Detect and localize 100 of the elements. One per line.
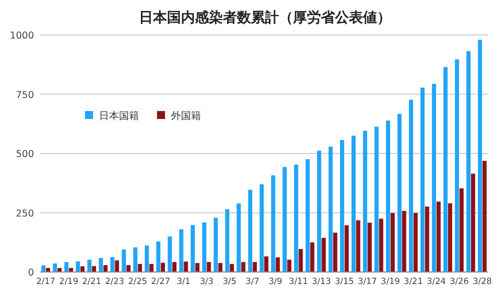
- x-tick-label: 3/1: [176, 277, 190, 287]
- bar: [260, 184, 264, 272]
- bar: [149, 264, 154, 272]
- bar: [344, 225, 349, 272]
- bar: [214, 218, 218, 272]
- bar: [87, 260, 92, 272]
- y-tick-label: 250: [16, 208, 34, 220]
- x-tick-label: 3/28: [472, 277, 492, 287]
- bar: [408, 100, 414, 272]
- x-tick-label: 2/19: [59, 277, 78, 287]
- bar: [195, 262, 200, 272]
- bar: [356, 220, 360, 272]
- x-tick-label: 2/17: [36, 277, 56, 287]
- bar: [466, 51, 471, 272]
- bar: [390, 212, 395, 272]
- bar: [363, 130, 368, 272]
- bar: [402, 210, 406, 272]
- bar: [374, 126, 379, 272]
- bar: [202, 222, 206, 272]
- bar: [478, 40, 482, 272]
- bar: [436, 202, 441, 272]
- bar: [252, 262, 257, 272]
- x-tick-label: 3/26: [450, 277, 469, 287]
- x-tick-label: 3/19: [380, 277, 400, 287]
- bar: [230, 264, 234, 272]
- bar: [432, 84, 436, 272]
- bar: [414, 212, 418, 272]
- x-tick-label: 3/9: [268, 277, 282, 287]
- bar: [322, 238, 326, 272]
- bar: [306, 159, 310, 272]
- bar: [138, 264, 142, 272]
- bar: [264, 256, 268, 272]
- bar: [386, 120, 390, 272]
- legend-label: 日本国籍: [99, 110, 139, 122]
- bar: [294, 164, 298, 272]
- bar: [340, 140, 344, 272]
- bar: [271, 175, 276, 272]
- y-tick-label: 1000: [10, 30, 34, 42]
- x-tick-label: 3/3: [200, 277, 214, 287]
- bar: [352, 136, 356, 272]
- bar: [206, 262, 211, 272]
- bar: [172, 262, 176, 272]
- x-tick-label: 2/27: [151, 277, 170, 287]
- bar: [218, 262, 222, 272]
- bar: [282, 167, 287, 272]
- bar: [122, 249, 126, 272]
- bar: [144, 245, 149, 272]
- bar: [276, 257, 280, 272]
- x-tick-label: 3/5: [222, 277, 236, 287]
- bar: [92, 266, 96, 272]
- y-tick-label: 500: [16, 149, 34, 160]
- bar: [225, 209, 230, 272]
- y-tick-label: 750: [16, 90, 34, 101]
- chart-title: 日本国内感染者数累計（厚労省公表値）: [139, 9, 391, 26]
- x-tick-label: 3/7: [246, 277, 260, 287]
- x-tick-label: 3/21: [404, 277, 423, 287]
- bar: [328, 146, 333, 272]
- bar: [287, 260, 292, 272]
- bar: [76, 261, 80, 272]
- bar: [471, 174, 476, 272]
- bar: [190, 225, 195, 272]
- bar: [241, 262, 246, 272]
- bar: [126, 265, 131, 272]
- bar: [179, 229, 184, 272]
- bar: [443, 66, 448, 272]
- bar: [168, 236, 172, 272]
- bar: [317, 150, 322, 272]
- bar: [460, 188, 464, 272]
- bar: [298, 249, 303, 272]
- bar: [184, 262, 188, 272]
- bar: [333, 232, 338, 272]
- x-tick-label: 2/23: [105, 277, 124, 287]
- bar: [397, 114, 402, 272]
- y-tick-label: 0: [28, 268, 34, 278]
- bar: [379, 218, 384, 272]
- x-tick-label: 2/21: [82, 277, 102, 287]
- bar: [368, 222, 372, 272]
- x-tick-label: 2/25: [128, 277, 148, 287]
- bar: [448, 203, 452, 272]
- bar: [248, 190, 252, 272]
- bar: [103, 265, 108, 272]
- x-tick-label: 3/15: [334, 277, 354, 287]
- bar: [236, 204, 241, 272]
- bar: [114, 260, 120, 272]
- bar: [454, 59, 460, 272]
- bar: [110, 257, 114, 272]
- x-tick-label: 3/24: [426, 277, 446, 287]
- x-tick-label: 3/13: [312, 277, 331, 287]
- legend-label: 外国籍: [171, 110, 201, 122]
- bar: [52, 263, 57, 272]
- bar: [425, 206, 430, 272]
- bar: [310, 242, 314, 272]
- bar: [98, 258, 103, 272]
- bar: [133, 247, 138, 272]
- bar: [156, 241, 160, 272]
- bar: [64, 262, 68, 272]
- x-tick-label: 3/11: [288, 277, 308, 287]
- bar: [420, 88, 425, 272]
- bar: [482, 160, 487, 272]
- x-tick-label: 3/17: [358, 277, 377, 287]
